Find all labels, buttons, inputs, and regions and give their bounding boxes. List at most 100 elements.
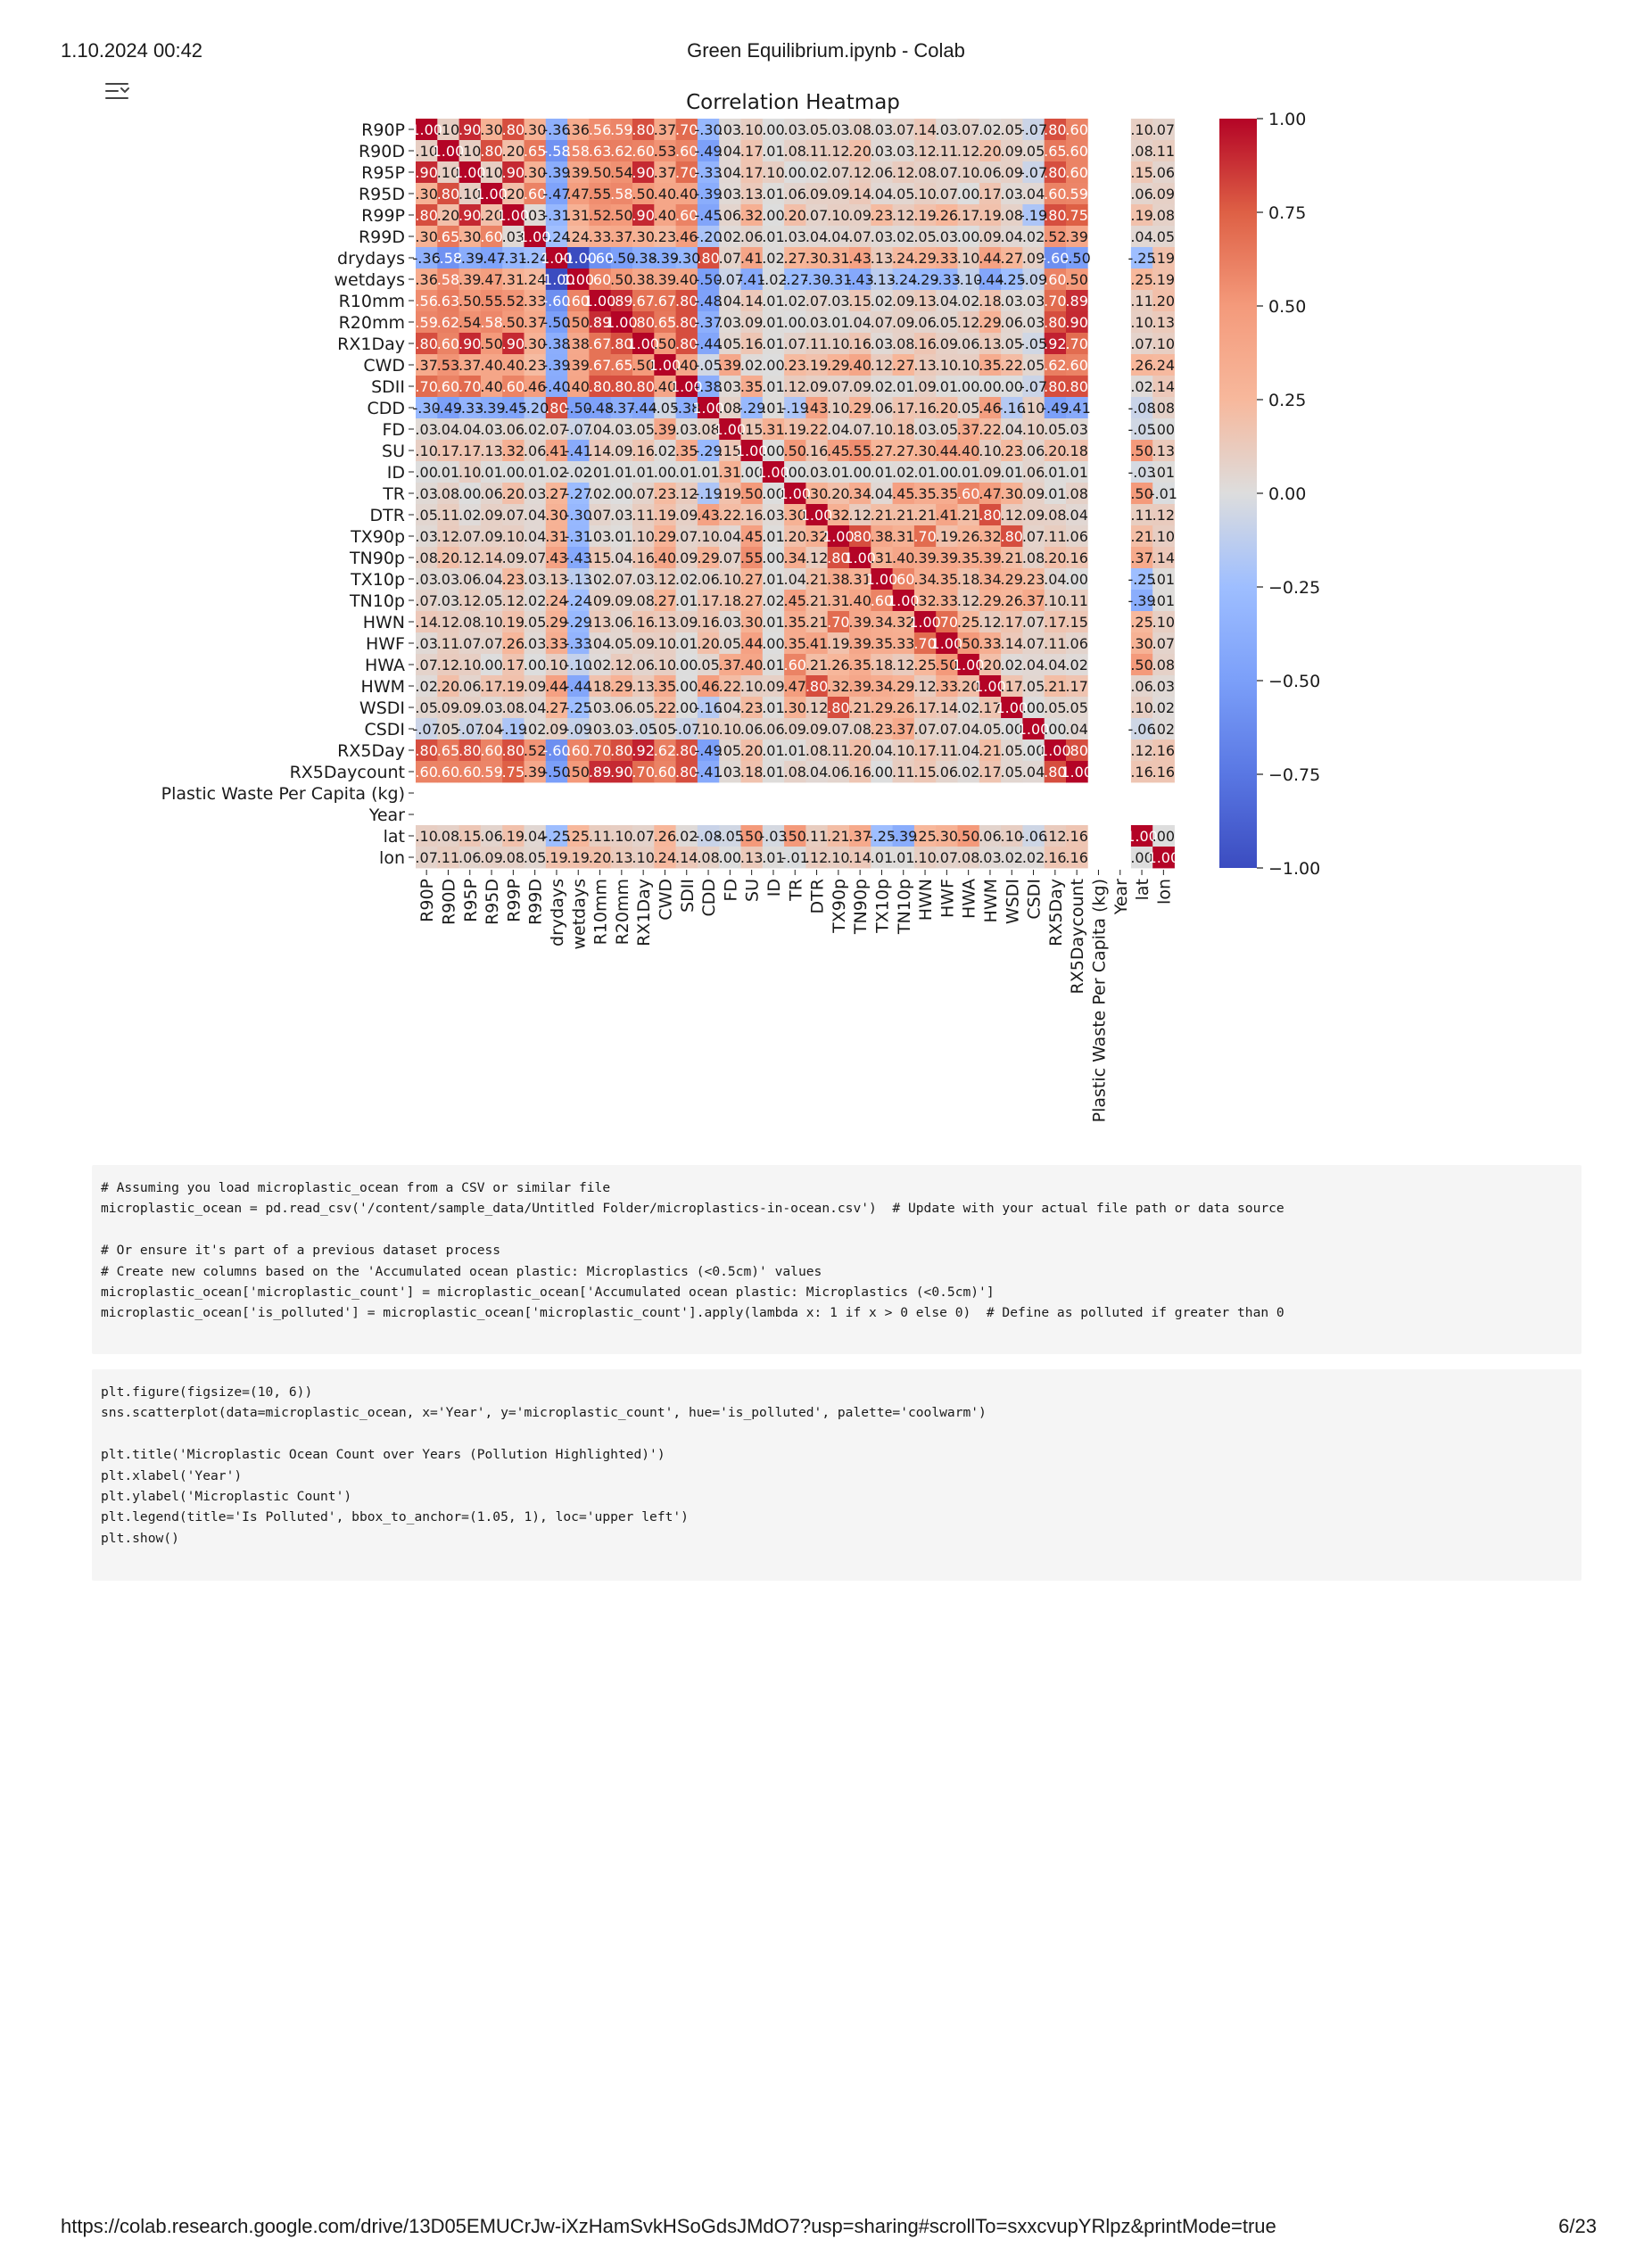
heatmap-annotation: .03 — [480, 699, 502, 716]
heatmap-annotation: .05 — [719, 335, 741, 352]
heatmap-annotation: .09 — [480, 849, 502, 866]
heatmap-annotation: .05 — [719, 742, 741, 759]
heatmap-cell — [632, 226, 655, 248]
print-datetime: 1.10.2024 00:42 — [61, 39, 203, 62]
heatmap-cell — [545, 161, 568, 184]
heatmap-cell — [675, 183, 698, 205]
heatmap-cell — [957, 140, 980, 162]
y-tick-label: HWM — [361, 677, 405, 697]
heatmap-annotation: .31 — [719, 464, 741, 481]
heatmap-annotation: .09 — [437, 699, 459, 716]
heatmap-annotation: .10 — [1044, 592, 1066, 609]
code-editor[interactable]: # Assuming you load microplastic_ocean f… — [92, 1165, 1582, 1324]
heatmap-annotation: .30 — [805, 485, 828, 502]
heatmap-annotation: .67 — [654, 293, 676, 310]
heatmap-annotation: .19 — [567, 849, 590, 866]
heatmap-cell — [805, 247, 829, 269]
heatmap-cell — [416, 247, 438, 269]
heatmap-cell — [610, 247, 633, 269]
heatmap-annotation: .13 — [740, 849, 763, 866]
heatmap-cell — [805, 119, 829, 141]
heatmap-annotation: .12 — [437, 657, 459, 673]
heatmap-cell — [762, 204, 785, 227]
code-cell-scatterplot[interactable]: plt.figure(figsize=(10, 6)) sns.scatterpl… — [92, 1369, 1582, 1581]
code-cell-load-data[interactable]: # Assuming you load microplastic_ocean f… — [92, 1165, 1582, 1354]
heatmap-annotation: .06 — [1130, 186, 1152, 202]
heatmap-annotation: .47 — [480, 271, 502, 288]
heatmap-annotation: .90 — [458, 207, 481, 224]
heatmap-cell — [740, 247, 764, 269]
heatmap-annotation: .16 — [632, 549, 654, 566]
heatmap-annotation: .06 — [697, 571, 719, 588]
heatmap-annotation: .50 — [1130, 657, 1152, 673]
heatmap-annotation: .10 — [871, 421, 893, 438]
heatmap-annotation: .11 — [892, 764, 914, 781]
heatmap-annotation: .60 — [567, 742, 590, 759]
heatmap-annotation: .09 — [805, 186, 828, 202]
heatmap-annotation: .90 — [632, 207, 654, 224]
heatmap-annotation: .45 — [784, 592, 806, 609]
heatmap-annotation: .80 — [1044, 164, 1066, 181]
heatmap-annotation: .37 — [415, 357, 437, 374]
heatmap-annotation: .20 — [784, 207, 806, 224]
heatmap-annotation: .22 — [805, 421, 828, 438]
heatmap-annotation: .32 — [502, 442, 525, 459]
heatmap-annotation: .50 — [502, 314, 525, 331]
heatmap-annotation: .07 — [1022, 528, 1045, 545]
heatmap-annotation: .55 — [740, 549, 763, 566]
heatmap-annotation: .38 — [632, 271, 654, 288]
heatmap-cell — [762, 311, 785, 334]
y-tick-label: Plastic Waste Per Capita (kg) — [161, 784, 405, 804]
heatmap-annotation: .21 — [892, 507, 914, 524]
heatmap-annotation: .00 — [784, 164, 806, 181]
heatmap-annotation: .12 — [957, 143, 979, 160]
heatmap-cell — [740, 269, 764, 291]
heatmap-annotation: .02 — [524, 592, 546, 609]
heatmap-cell — [416, 269, 438, 291]
heatmap-annotation: .18 — [589, 678, 611, 695]
heatmap-annotation: .29 — [697, 549, 719, 566]
heatmap-annotation: .04 — [437, 421, 459, 438]
heatmap-annotation: .04 — [524, 528, 546, 545]
heatmap-annotation: .80 — [805, 678, 828, 695]
heatmap-annotation: .20 — [437, 678, 459, 695]
heatmap-cell — [1022, 183, 1045, 205]
heatmap-annotation: .03 — [719, 121, 741, 138]
heatmap-annotation: .60 — [632, 143, 654, 160]
heatmap-annotation: .02 — [957, 764, 979, 781]
heatmap-cell — [979, 119, 1002, 141]
heatmap-annotation: .70 — [458, 378, 481, 395]
heatmap-annotation: .05 — [697, 657, 719, 673]
heatmap-annotation: .03 — [827, 293, 849, 310]
heatmap-cell — [589, 226, 612, 248]
heatmap-annotation: .14 — [675, 849, 698, 866]
code-editor[interactable]: plt.figure(figsize=(10, 6)) sns.scatterpl… — [92, 1369, 1582, 1549]
heatmap-annotation: .02 — [415, 678, 437, 695]
heatmap-annotation: .19 — [502, 828, 525, 845]
heatmap-annotation: .02 — [762, 250, 784, 267]
heatmap-cell — [719, 290, 741, 312]
heatmap-cell — [784, 226, 806, 248]
heatmap-cell — [697, 161, 720, 184]
heatmap-annotation: .26 — [827, 657, 849, 673]
heatmap-cell — [892, 226, 915, 248]
y-tick-label: TN10p — [349, 591, 405, 611]
heatmap-cell — [654, 247, 676, 269]
heatmap-annotation: .13 — [871, 250, 893, 267]
heatmap-annotation: .89 — [589, 764, 611, 781]
heatmap-annotation: .08 — [502, 699, 525, 716]
code-line — [101, 1424, 1582, 1444]
heatmap-annotation: .39 — [936, 549, 958, 566]
output-settings-icon[interactable] — [103, 78, 134, 105]
heatmap-annotation: .00 — [1152, 828, 1175, 845]
heatmap-annotation: .04 — [719, 164, 741, 181]
heatmap-cell — [892, 269, 915, 291]
heatmap-cell — [1152, 183, 1175, 205]
heatmap-annotation: .07 — [957, 121, 979, 138]
heatmap-cell — [589, 161, 612, 184]
y-tick-label: HWA — [365, 656, 405, 675]
heatmap-cell — [458, 140, 482, 162]
x-tick-label: wetdays — [569, 879, 589, 950]
heatmap-annotation: .10 — [957, 164, 979, 181]
